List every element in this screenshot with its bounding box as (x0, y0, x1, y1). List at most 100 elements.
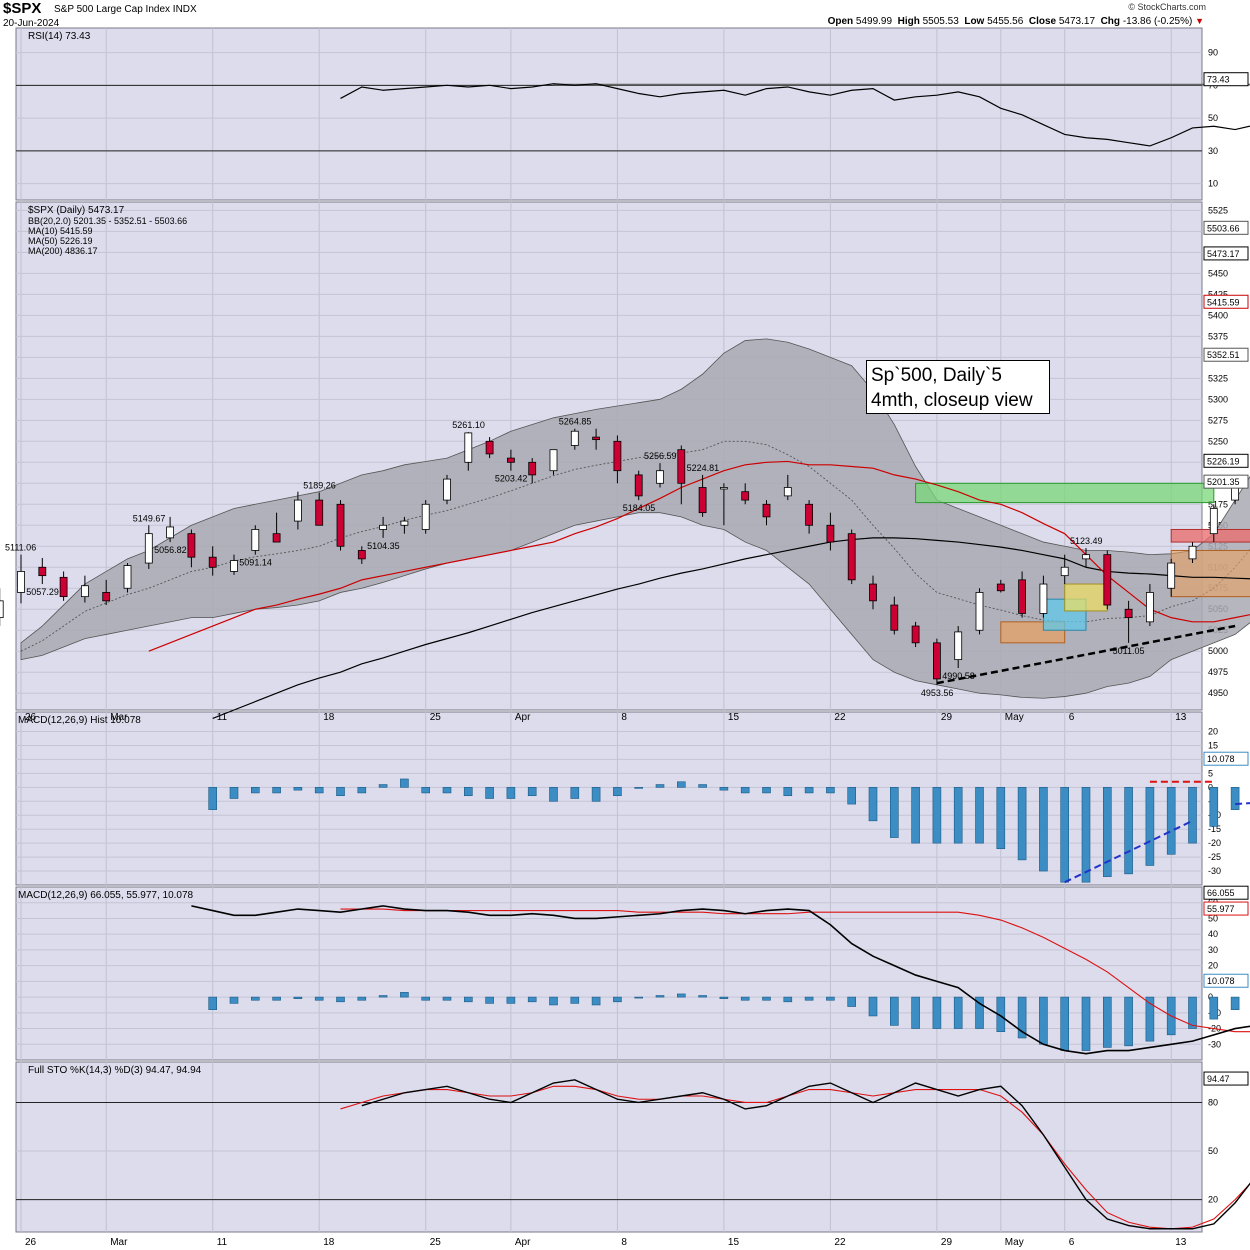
candle-down (933, 642, 941, 680)
candle-up (783, 487, 792, 497)
sto-last-value-box (1203, 1071, 1249, 1086)
y-tick-label: 20 (1208, 961, 1218, 971)
macd-histogram-bar (591, 787, 601, 802)
candle-down (762, 503, 771, 518)
macd-histogram-bar (549, 787, 558, 802)
y-tick-label: 5525 (1208, 205, 1228, 215)
macd-histogram-bar (1166, 787, 1176, 855)
macd-panel-histogram-bar (442, 996, 452, 1001)
macd-histogram-bar (1060, 787, 1069, 883)
sto-last-value: 94.47 (1207, 1074, 1230, 1084)
candle-price-label: 5203.42 (495, 474, 528, 484)
panel-rsi-background (15, 27, 1203, 201)
price-legend-entry: MA(200) 4836.17 (28, 246, 98, 256)
macd-histogram-bar (1145, 787, 1155, 866)
candle-up (1146, 592, 1154, 623)
y-tick-label: 5325 (1208, 373, 1228, 383)
macd-title: MACD(12,26,9) 66.055, 55.977, 10.078 (18, 890, 194, 901)
macd-panel-histogram-bar (1017, 996, 1027, 1039)
rsi-title: RSI(14) 73.43 (28, 31, 91, 42)
macd-histogram-bar (357, 787, 367, 794)
ohlc-readout: Open 5499.99 High 5505.53 Low 5455.56 Cl… (828, 16, 1204, 27)
y-tick-label: 50 (1208, 113, 1218, 123)
candle-price-label: 5261.10 (452, 420, 485, 430)
y-tick-label: -25 (1208, 852, 1221, 862)
price-last-value: 5473.17 (1207, 249, 1240, 259)
macd-panel-histogram-bar (336, 996, 345, 1003)
candle-down (1103, 554, 1112, 606)
macd-histogram-bar (655, 784, 665, 788)
candle-down (890, 604, 899, 631)
macd-panel-histogram-bar (868, 996, 878, 1017)
bottom-x-tick-label: 13 (1175, 1237, 1187, 1248)
candle-up (1082, 554, 1090, 560)
y-tick-label: 15 (1208, 740, 1218, 750)
y-tick-label: 5150 (1208, 520, 1228, 530)
macd-last-value: 10.078 (1207, 976, 1235, 986)
candle-up (1060, 566, 1069, 577)
close-label: Close (1028, 16, 1057, 27)
panel-sto-background (15, 1061, 1203, 1233)
macd-histogram-bar (251, 787, 260, 794)
candle-down (613, 440, 622, 472)
price-last-value-box (1203, 347, 1249, 362)
support-resistance-zone (915, 482, 1215, 504)
macd-histogram-bar (1081, 787, 1091, 883)
macd-panel-histogram-bar (953, 996, 963, 1029)
y-tick-label: 20 (1208, 727, 1218, 737)
chart-security-name: S&P 500 Large Cap Index INDX (54, 4, 197, 15)
price-x-tick-label: 22 (834, 712, 846, 723)
macd-histogram-bar (400, 778, 409, 788)
macd-panel-histogram-bar (1230, 996, 1240, 1010)
y-tick-label: 5175 (1208, 499, 1228, 509)
y-tick-label: 30 (1208, 945, 1218, 955)
chart-symbol: $SPX (3, 0, 42, 17)
macd-panel-histogram-bar (272, 996, 281, 1001)
macd-histogram-bar (740, 787, 750, 794)
candle-up (81, 585, 89, 598)
candle-up (1209, 508, 1218, 535)
y-tick-label: 5375 (1208, 331, 1228, 341)
macd-last-value-box (1203, 885, 1249, 900)
y-tick-label: 90 (1208, 48, 1218, 58)
candle-up (293, 499, 302, 522)
macd-panel-histogram-bar (314, 996, 324, 1001)
macd-panel-histogram-bar (1209, 996, 1219, 1020)
candle-price-label: 5264.85 (559, 417, 592, 427)
open-label: Open (827, 16, 854, 27)
macd-histogram-bar (889, 787, 899, 838)
chart-annotation-box: Sp`500, Daily`5 4mth, closeup view (866, 360, 1050, 414)
candle-down (102, 592, 111, 602)
ma10-line (148, 460, 1250, 652)
candle-price-label: 5056.82 (154, 545, 187, 555)
price-last-value-box (1203, 220, 1249, 235)
price-x-tick-label: 8 (621, 712, 627, 723)
down-triangle-icon: ▼ (1195, 16, 1204, 26)
support-resistance-zone (1064, 583, 1108, 612)
candle-price-label: 5184.05 (623, 503, 656, 513)
macd-panel-histogram-bar (293, 996, 303, 999)
y-tick-label: 4975 (1208, 667, 1228, 677)
support-resistance-zone (1170, 549, 1250, 598)
candle-down (634, 474, 643, 497)
candle-up (17, 571, 25, 593)
macd-histogram-bar (804, 787, 814, 794)
macd-histogram-bar (847, 787, 857, 805)
macd-panel-histogram-bar (911, 996, 920, 1029)
price-last-value: 5201.35 (1207, 477, 1240, 487)
macd-panel-histogram-bar (591, 996, 601, 1006)
macd-panel-histogram-bar (847, 996, 857, 1007)
candle-up (166, 526, 175, 539)
y-tick-label: 10 (1208, 179, 1218, 189)
sto-d-line (340, 1085, 1250, 1230)
y-tick-label: -15 (1208, 824, 1221, 834)
macd-panel-histogram-bar (506, 996, 516, 1004)
price-legend-entry: MA(50) 5226.19 (28, 236, 93, 246)
candle-down (208, 556, 217, 568)
macd-panel-histogram-bar (655, 995, 665, 998)
macd-panel-histogram-bar (762, 996, 771, 1001)
candle-price-label: 5224.81 (687, 463, 720, 473)
macd-histogram-bar (762, 787, 771, 794)
price-title: $SPX (Daily) 5473.17 (28, 205, 125, 216)
macd-histogram-bar (293, 787, 303, 791)
